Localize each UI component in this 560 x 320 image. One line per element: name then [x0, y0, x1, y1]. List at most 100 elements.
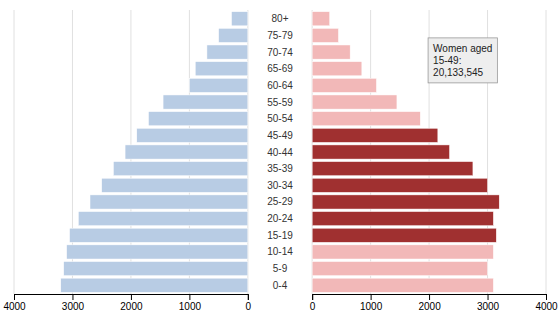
grid-line	[546, 10, 547, 294]
bar	[312, 262, 487, 276]
tick-label: 4000	[3, 301, 26, 312]
tick-mark	[312, 294, 313, 300]
tick-mark	[429, 294, 430, 300]
category-label: 15-19	[267, 230, 293, 241]
category-labels: 0-4 5-9 10-14 15-19 20-24 25-29 30-34 35-39 40-4…	[267, 13, 293, 291]
category-label: 80+	[272, 13, 289, 24]
tick-label: 3000	[62, 301, 85, 312]
bar	[113, 162, 247, 176]
tick-label: 2000	[120, 301, 143, 312]
bar	[70, 228, 248, 242]
category-label: 35-39	[267, 163, 293, 174]
category-label: 50-54	[267, 113, 293, 124]
bar	[312, 162, 473, 176]
category-label: 10-14	[267, 246, 293, 257]
category-label: 70-74	[267, 47, 293, 58]
bar	[312, 228, 496, 242]
bar	[312, 95, 397, 109]
tick-label: 4000	[535, 301, 558, 312]
bar	[78, 212, 248, 226]
bar	[137, 128, 248, 142]
bar	[312, 212, 493, 226]
annotation-line: 15-49:	[433, 55, 461, 66]
bar	[195, 62, 248, 76]
tick-mark	[72, 294, 73, 300]
tick: 1000	[360, 294, 383, 312]
bars	[61, 12, 248, 293]
category-label: 60-64	[267, 80, 293, 91]
axis-line	[313, 295, 547, 301]
tick-mark	[131, 294, 132, 300]
bar	[61, 278, 248, 292]
x-axis: 0 1000 2000 3000 4000	[3, 294, 251, 312]
grid	[312, 10, 546, 294]
chart: 0 1000 2000 3000 4000 0 1000 2000 3000 4000 Women …	[0, 0, 560, 320]
bar	[231, 12, 247, 26]
bar	[207, 45, 248, 59]
annotation-line: Women aged	[433, 43, 492, 54]
category-label: 0-4	[273, 280, 288, 291]
bar	[312, 245, 493, 259]
tick-label: 3000	[477, 301, 500, 312]
tick-label: 2000	[418, 301, 441, 312]
bar	[67, 245, 248, 259]
tick: 0	[310, 294, 316, 312]
bar	[312, 178, 487, 192]
bar	[163, 95, 248, 109]
bar	[189, 78, 247, 92]
tick-mark	[248, 294, 249, 300]
bar	[102, 178, 248, 192]
bar	[312, 145, 449, 159]
panel: 0 1000 2000 3000 4000	[3, 10, 251, 312]
category-label: 40-44	[267, 147, 293, 158]
grid	[14, 10, 248, 294]
bar	[312, 62, 362, 76]
tick: 2000	[418, 294, 441, 312]
bar	[64, 262, 248, 276]
bar	[312, 12, 330, 26]
category-label: 30-34	[267, 180, 293, 191]
tick-mark	[546, 294, 547, 300]
bar	[219, 28, 248, 42]
bar	[312, 78, 376, 92]
bar	[312, 112, 420, 126]
category-label: 45-49	[267, 130, 293, 141]
category-label: 65-69	[267, 63, 293, 74]
tick-mark	[14, 294, 15, 300]
category-label: 20-24	[267, 213, 293, 224]
tick-mark	[371, 294, 372, 300]
bar	[312, 45, 350, 59]
category-label: 25-29	[267, 196, 293, 207]
panel: 0 1000 2000 3000 4000 Women aged15-49:20,133,…	[310, 10, 558, 312]
category-label: 5-9	[273, 263, 288, 274]
category-label: 55-59	[267, 97, 293, 108]
tick: 0	[246, 294, 252, 312]
annotation-text: Women aged15-49:20,133,545	[433, 43, 492, 78]
tick: 4000	[3, 294, 26, 312]
grid-line	[14, 10, 15, 294]
bar	[312, 278, 493, 292]
tick: 1000	[179, 294, 202, 312]
bar	[148, 112, 247, 126]
annotation-line: 20,133,545	[433, 67, 483, 78]
tick-mark	[189, 294, 190, 300]
bar	[90, 195, 248, 209]
tick-label: 0	[246, 301, 252, 312]
category-label: 75-79	[267, 30, 293, 41]
tick: 3000	[477, 294, 500, 312]
tick-label: 1000	[360, 301, 383, 312]
axis-line	[15, 295, 249, 301]
bars	[312, 12, 499, 293]
bar	[312, 195, 499, 209]
tick-label: 1000	[179, 301, 202, 312]
tick: 2000	[120, 294, 143, 312]
annotation-box	[428, 38, 497, 83]
tick-mark	[488, 294, 489, 300]
tick: 3000	[62, 294, 85, 312]
bar	[125, 145, 248, 159]
tick: 4000	[535, 294, 558, 312]
annotation: Women aged15-49:20,133,545	[428, 38, 497, 83]
tick-label: 0	[310, 301, 316, 312]
bar	[312, 28, 338, 42]
bar	[312, 128, 438, 142]
